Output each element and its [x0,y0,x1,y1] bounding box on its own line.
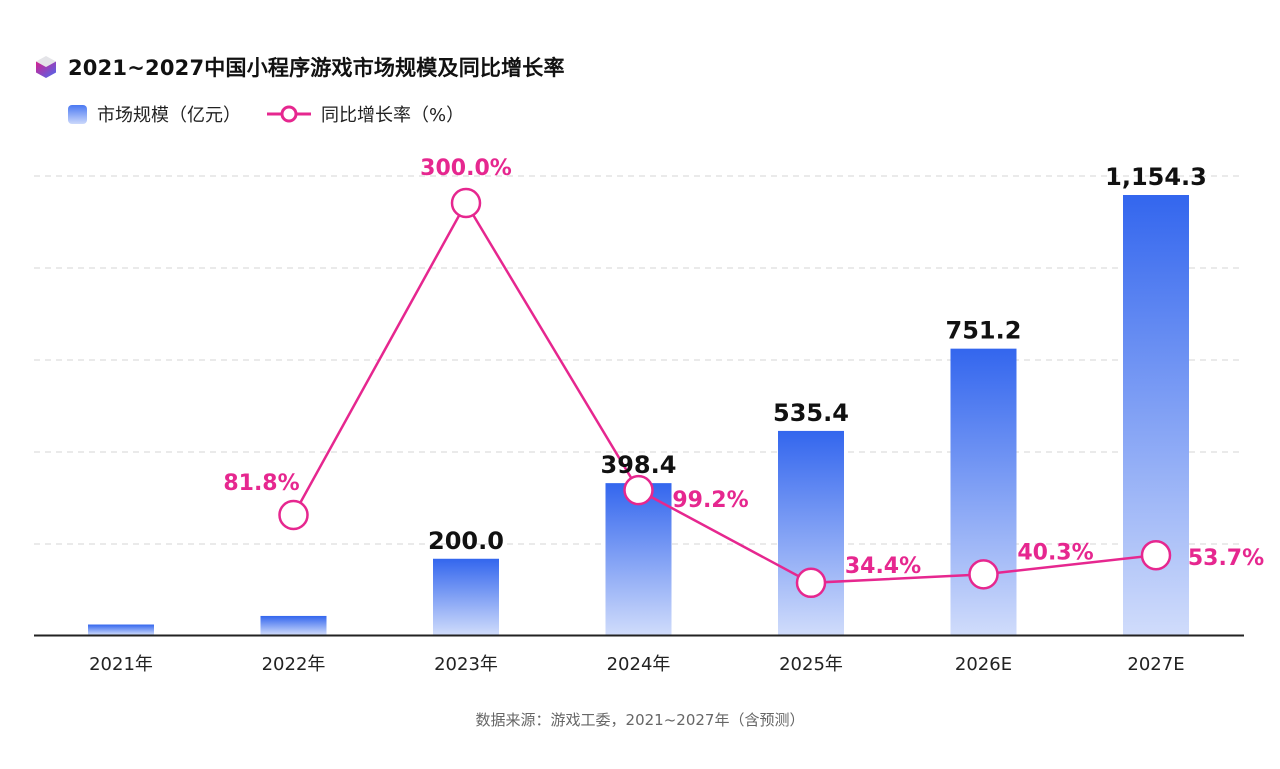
growth-rate-marker [1140,539,1172,571]
x-tick-label: 2022年 [262,654,326,675]
growth-rate-label: 300.0% [420,156,512,181]
bar-2023年 [433,558,499,635]
chart-title: 2021~2027中国小程序游戏市场规模及同比增长率 [68,56,565,80]
x-tick-label: 2027E [1127,654,1184,675]
growth-rate-marker [795,567,827,599]
legend-bar-label: 市场规模（亿元） [97,105,241,126]
growth-rate-marker [623,474,654,506]
bar-value-label: 535.4 [773,399,849,427]
data-source-note: 数据来源：游戏工委，2021~2027年（含预测） [475,711,805,729]
growth-rate-label: 40.3% [1017,540,1093,565]
growth-rate-marker [968,559,999,590]
bar-2025年 [778,430,844,635]
bar-value-label: 398.4 [601,451,677,479]
x-tick-label: 2023年 [434,654,498,675]
growth-rate-marker [450,187,482,219]
bar-value-label: 751.2 [946,317,1022,345]
growth-rate-label: 53.7% [1188,546,1264,571]
x-tick-label: 2025年 [779,654,843,675]
bar-2024年 [605,483,672,635]
x-tick-label: 2021年 [89,654,153,675]
bar-value-label: 1,154.3 [1105,163,1207,191]
bar-2026E [950,348,1017,635]
chart-header: 2021~2027中国小程序游戏市场规模及同比增长率 [32,52,565,82]
bar-2021年 [88,624,154,635]
x-tick-label: 2024年 [607,654,671,675]
growth-rate-line [292,200,1157,585]
bar-value-label: 200.0 [428,527,504,555]
legend: 市场规模（亿元） 同比增长率（%） [68,101,464,127]
cube-logo-icon [36,56,56,78]
legend-line-swatch-icon [267,105,311,123]
growth-rate-label: 99.2% [672,488,748,513]
legend-line-label: 同比增长率（%） [321,105,465,126]
x-tick-label: 2026E [955,654,1012,675]
growth-rate-label: 34.4% [845,554,921,579]
growth-rate-label: 81.8% [223,471,299,496]
bar-2022年 [260,615,327,635]
growth-rate-marker [278,499,309,531]
legend-bar-swatch [68,104,87,124]
